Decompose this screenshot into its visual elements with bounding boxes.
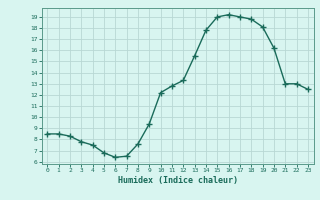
X-axis label: Humidex (Indice chaleur): Humidex (Indice chaleur) [118,176,237,185]
